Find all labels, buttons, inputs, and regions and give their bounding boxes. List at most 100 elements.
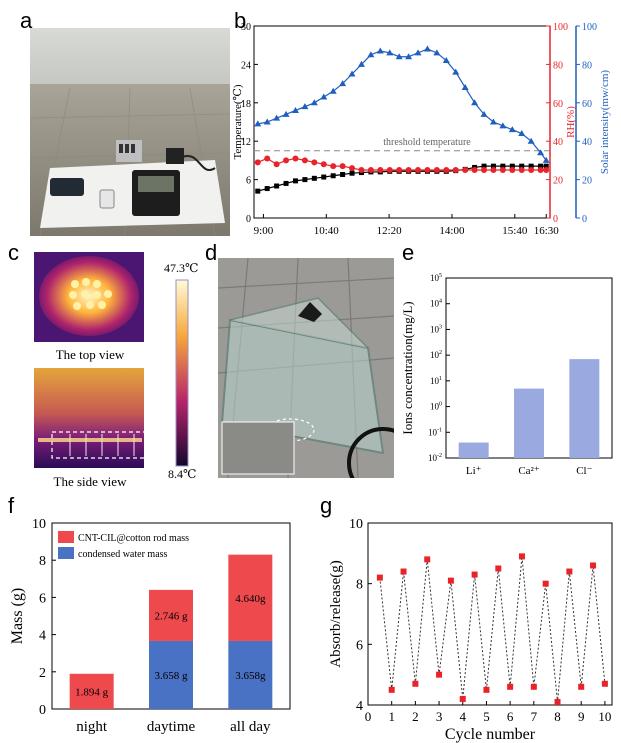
y-tick-label: 10-1 [428, 427, 442, 437]
temperature-point [321, 174, 327, 180]
legend-label: condensed water mass [78, 549, 168, 560]
rh-point [377, 167, 384, 173]
rh-point [254, 159, 261, 166]
solar-point [489, 118, 497, 125]
x-tick-label: 10:40 [314, 225, 340, 237]
panel-label-a: a [20, 8, 33, 33]
rh-tick-label: 100 [553, 22, 568, 33]
x-tick-label: 8 [554, 709, 561, 724]
rh-tick-label: 20 [553, 176, 563, 187]
solar-point [527, 137, 535, 144]
x-axis-title: Cycle number [445, 726, 536, 743]
ion-bar [458, 442, 489, 458]
solar-tick-label: 60 [582, 99, 592, 110]
segment-label: 4.640g [235, 593, 266, 605]
legend-swatch [58, 547, 74, 559]
solar-point [452, 68, 460, 75]
cycle-point [483, 686, 490, 693]
solar-point [367, 51, 375, 58]
solar-point [263, 118, 271, 125]
rh-point [292, 155, 299, 162]
left-tick-label: 18 [241, 99, 251, 110]
solar-point [282, 110, 290, 117]
temperature-point [264, 186, 270, 192]
cycle-point [471, 571, 478, 578]
rh-point [518, 167, 525, 173]
x-tick-label: 2 [412, 709, 419, 724]
temperature-point [283, 180, 289, 186]
y-tick-label: 4 [356, 699, 363, 714]
rh-point [471, 167, 478, 173]
x-tick-label: 4 [460, 709, 467, 724]
rh-point [433, 167, 440, 173]
x-tick-label: 14:00 [439, 225, 465, 237]
rh-point [537, 167, 544, 173]
cycle-point [388, 686, 395, 693]
stack-segment [149, 589, 193, 641]
panel-label-d: d [205, 240, 218, 265]
rh-point [330, 163, 337, 170]
y-tick-label: 103 [430, 324, 442, 334]
temperature-point [481, 163, 487, 169]
y-axis-title: Absorb/release(g) [328, 560, 344, 667]
cycle-point [376, 574, 383, 581]
cycle-point [507, 683, 514, 690]
y-tick-label: 4 [39, 629, 46, 644]
ion-bar [514, 388, 544, 458]
category-label: Ca²⁺ [518, 465, 540, 477]
rh-point [367, 167, 374, 173]
solar-point [499, 122, 507, 129]
solar-point [348, 70, 356, 77]
temperature-point [500, 163, 506, 169]
segment-label: 2.746 g [155, 610, 189, 622]
category-label: daytime [147, 719, 196, 735]
y-tick-label: 6 [39, 591, 46, 606]
solar-point [537, 149, 545, 156]
y-tick-label: 101 [430, 376, 442, 386]
left-tick-label: 30 [241, 22, 251, 33]
y-tick-label: 104 [430, 299, 442, 309]
rh-point [396, 167, 403, 173]
solar-point [414, 49, 422, 56]
solar-point [273, 114, 281, 121]
temperature-point [509, 163, 515, 169]
solar-point [357, 60, 365, 67]
left-tick-label: 6 [246, 176, 251, 187]
temperature-point [340, 171, 346, 177]
x-tick-label: 0 [365, 709, 372, 724]
y-tick-label: 10 [32, 517, 46, 532]
cycle-point [554, 698, 561, 705]
left-tick-label: 24 [241, 60, 251, 71]
cycle-point [590, 562, 597, 569]
rh-point [509, 167, 516, 173]
y-axis-title: Ions concentration(mg/L) [400, 301, 415, 434]
category-label: all day [230, 719, 271, 735]
stack-segment [149, 640, 193, 709]
solar-point [320, 93, 328, 100]
rh-point [320, 161, 327, 168]
temperature-point [490, 163, 496, 169]
cycle-point [400, 568, 407, 575]
segment-label: 3.658 g [155, 670, 189, 682]
scale-min-label: 8.4℃ [168, 467, 196, 481]
solar-tick-label: 0 [582, 214, 587, 225]
x-tick-label: 3 [436, 709, 443, 724]
rh-point [273, 161, 280, 168]
rh-point [481, 167, 488, 173]
rh-point [283, 157, 290, 164]
solar-point [461, 83, 469, 90]
outdoor-setup-photo [30, 28, 230, 236]
cycle-point [542, 580, 549, 587]
x-tick-label: 16:30 [534, 225, 560, 237]
panel-label-e: e [402, 240, 415, 265]
category-label: Li⁺ [466, 465, 482, 477]
left-tick-label: 12 [241, 137, 251, 148]
cycle-point [518, 553, 525, 560]
threshold-label: threshold temperature [383, 137, 471, 148]
temperature-point [255, 188, 261, 194]
cycle-line [379, 556, 606, 703]
temperature-point [302, 177, 308, 183]
rh-point [415, 167, 422, 173]
y-tick-label: 10-2 [428, 453, 442, 463]
temperature-point [349, 170, 355, 176]
